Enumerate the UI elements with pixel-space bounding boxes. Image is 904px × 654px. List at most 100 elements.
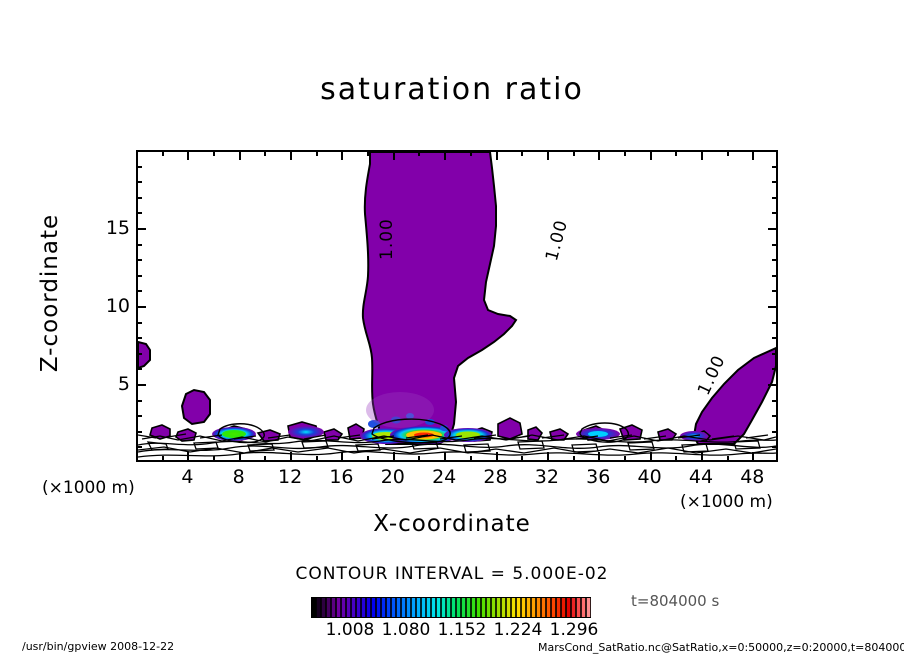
x-tick-bottom-26 bbox=[470, 456, 472, 462]
y-tick-right-14 bbox=[772, 244, 778, 246]
x-tick-bottom-40 bbox=[650, 452, 652, 462]
low-contour-rings bbox=[217, 418, 629, 444]
y-tick-left-5 bbox=[136, 384, 146, 386]
x-tick-top-26 bbox=[470, 150, 472, 156]
y-tick-right-15 bbox=[768, 228, 778, 230]
x-tick-top-46 bbox=[727, 150, 729, 156]
x-tick-bottom-30 bbox=[521, 456, 523, 462]
x-tick-top-32 bbox=[547, 150, 549, 160]
y-tick-left-18 bbox=[136, 181, 142, 183]
x-tick-label-12: 12 bbox=[277, 466, 303, 488]
x-tick-label-20: 20 bbox=[380, 466, 405, 488]
footer-command: /usr/bin/gpview 2008-12-22 bbox=[22, 640, 175, 653]
y-tick-left-17 bbox=[136, 197, 142, 199]
x-tick-bottom-42 bbox=[675, 456, 677, 462]
y-tick-left-9 bbox=[136, 322, 142, 324]
x-tick-label-32: 32 bbox=[534, 466, 559, 488]
x-axis-unit: (×1000 m) bbox=[680, 492, 773, 512]
y-tick-right-7 bbox=[772, 353, 778, 355]
x-tick-bottom-20 bbox=[393, 452, 395, 462]
x-tick-top-44 bbox=[701, 150, 703, 160]
x-tick-top-18 bbox=[367, 150, 369, 156]
y-tick-right-3 bbox=[772, 415, 778, 417]
x-tick-top-42 bbox=[675, 150, 677, 156]
x-tick-bottom-46 bbox=[727, 456, 729, 462]
x-tick-label-36: 36 bbox=[586, 466, 611, 488]
main-plume-region bbox=[361, 152, 518, 445]
x-tick-bottom-8 bbox=[239, 452, 241, 462]
x-tick-label-16: 16 bbox=[329, 466, 354, 488]
x-tick-top-6 bbox=[213, 150, 215, 156]
y-tick-left-3 bbox=[136, 415, 142, 417]
x-tick-bottom-38 bbox=[624, 456, 626, 462]
colorbar bbox=[311, 597, 591, 618]
y-tick-right-13 bbox=[772, 259, 778, 261]
x-tick-top-12 bbox=[290, 150, 292, 160]
y-tick-left-6 bbox=[136, 368, 142, 370]
y-tick-right-12 bbox=[772, 275, 778, 277]
y-axis-title: Z-coordinate bbox=[37, 213, 63, 373]
x-tick-bottom-16 bbox=[341, 452, 343, 462]
colorbar-tick-label-4: 1.296 bbox=[549, 620, 599, 640]
y-tick-left-4 bbox=[136, 400, 142, 402]
x-tick-bottom-4 bbox=[187, 452, 189, 462]
y-tick-left-1 bbox=[136, 446, 142, 448]
x-tick-top-40 bbox=[650, 150, 652, 160]
time-annotation: t=804000 s bbox=[631, 592, 720, 610]
x-tick-bottom-22 bbox=[418, 456, 420, 462]
x-tick-bottom-48 bbox=[752, 452, 754, 462]
x-tick-label-8: 8 bbox=[232, 466, 245, 488]
colorbar-tick-labels: 1.008 1.080 1.152 1.224 1.296 bbox=[291, 620, 611, 642]
x-tick-top-38 bbox=[624, 150, 626, 156]
x-tick-top-20 bbox=[393, 150, 395, 160]
plot-area: 1.00 1.00 1.00 bbox=[136, 150, 778, 462]
x-tick-top-14 bbox=[316, 150, 318, 156]
low-level-blob bbox=[180, 388, 211, 426]
colorbar-tick-label-0: 1.008 bbox=[325, 620, 375, 640]
x-tick-bottom-32 bbox=[547, 452, 549, 462]
footer-dataset: MarsCond_SatRatio.nc@SatRatio,x=0:50000,… bbox=[538, 641, 904, 654]
plot-frame bbox=[136, 150, 778, 462]
y-tick-left-7 bbox=[136, 353, 142, 355]
y-axis-tick-labels: 5 10 15 bbox=[86, 150, 130, 462]
x-tick-bottom-2 bbox=[162, 456, 164, 462]
x-tick-top-30 bbox=[521, 150, 523, 156]
x-tick-bottom-6 bbox=[213, 456, 215, 462]
x-tick-top-24 bbox=[444, 150, 446, 160]
x-tick-top-34 bbox=[573, 150, 575, 156]
y-tick-right-16 bbox=[772, 212, 778, 214]
y-tick-right-5 bbox=[768, 384, 778, 386]
y-tick-right-19 bbox=[772, 166, 778, 168]
colorbar-tick-label-1: 1.080 bbox=[381, 620, 431, 640]
y-tick-left-19 bbox=[136, 166, 142, 168]
y-tick-left-16 bbox=[136, 212, 142, 214]
y-tick-left-13 bbox=[136, 259, 142, 261]
x-axis-tick-labels: 4 8 12 16 20 24 28 32 36 40 44 48 bbox=[136, 466, 778, 492]
x-tick-label-44: 44 bbox=[688, 466, 714, 488]
x-tick-bottom-14 bbox=[316, 456, 318, 462]
x-tick-top-8 bbox=[239, 150, 241, 160]
y-tick-left-2 bbox=[136, 431, 142, 433]
x-tick-bottom-28 bbox=[496, 452, 498, 462]
x-tick-bottom-10 bbox=[264, 456, 266, 462]
y-tick-left-11 bbox=[136, 290, 142, 292]
y-tick-left-8 bbox=[136, 337, 142, 339]
colorbar-title: CONTOUR INTERVAL = 5.000E-02 bbox=[295, 564, 609, 584]
y-tick-label-10: 10 bbox=[105, 295, 130, 317]
colorbar-tick-label-3: 1.224 bbox=[493, 620, 543, 640]
y-tick-left-12 bbox=[136, 275, 142, 277]
y-tick-left-14 bbox=[136, 244, 142, 246]
x-tick-bottom-18 bbox=[367, 456, 369, 462]
y-tick-right-1 bbox=[772, 446, 778, 448]
x-tick-bottom-44 bbox=[701, 452, 703, 462]
y-tick-right-10 bbox=[768, 306, 778, 308]
y-tick-right-2 bbox=[772, 431, 778, 433]
contour-field bbox=[138, 152, 776, 460]
y-tick-left-15 bbox=[136, 228, 146, 230]
y-tick-label-5: 5 bbox=[117, 373, 130, 395]
y-tick-right-11 bbox=[772, 290, 778, 292]
contour-label-left: 1.00 bbox=[377, 218, 397, 260]
x-tick-label-48: 48 bbox=[740, 466, 765, 488]
x-tick-label-28: 28 bbox=[483, 466, 508, 488]
